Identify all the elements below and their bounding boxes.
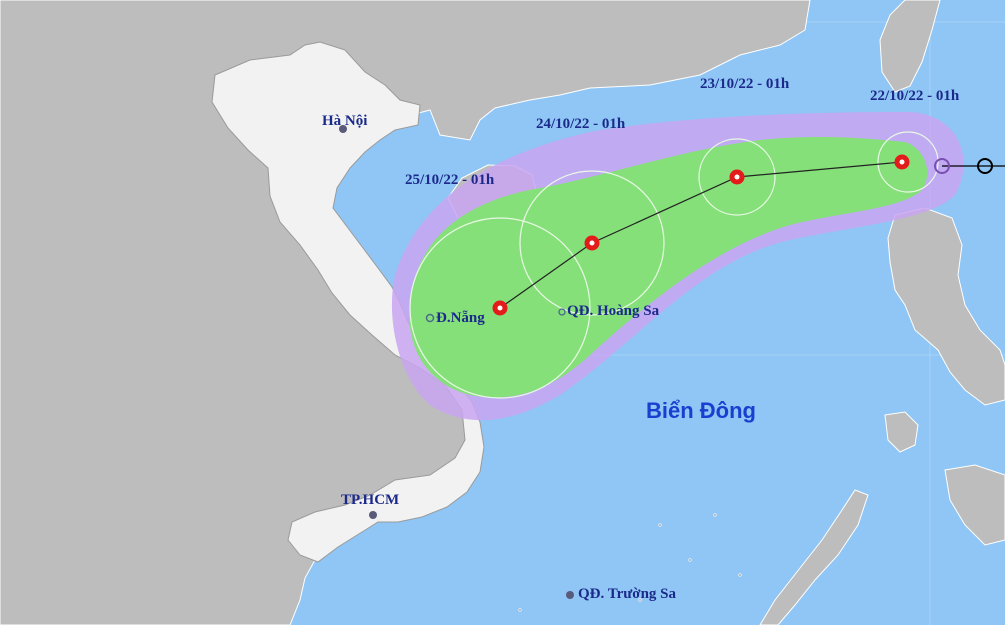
storm-center-22-10 <box>894 154 910 170</box>
hcm-marker <box>369 511 377 519</box>
danang-marker <box>425 313 435 323</box>
forecast-positions <box>492 154 910 316</box>
truongsa-marker <box>566 591 574 599</box>
forecast-track <box>499 161 903 309</box>
visayas-islands <box>944 464 1005 546</box>
hanoi-marker <box>339 125 347 133</box>
luzon-island <box>887 207 1005 406</box>
label-hoangsa: QĐ. Hoàng Sa <box>567 303 660 319</box>
storm-center-23-10 <box>729 169 745 185</box>
past-track <box>934 158 1005 174</box>
sea-name-label: Biển Đông <box>646 398 756 423</box>
time-label-25-10: 25/10/22 - 01h <box>405 172 495 188</box>
mindoro-island <box>884 411 919 453</box>
past-position-marker <box>934 158 950 174</box>
palawan-island <box>759 489 869 625</box>
label-hanoi: Hà Nội <box>322 113 368 129</box>
place-markers <box>339 125 574 599</box>
strong-wind-zone <box>409 136 928 398</box>
taiwan-island <box>879 0 941 93</box>
hoangsa-marker <box>558 308 566 316</box>
vietnam <box>211 41 485 563</box>
storm-center-24-10 <box>584 235 600 251</box>
past-position-marker <box>977 158 993 174</box>
label-truongsa: QĐ. Trường Sa <box>578 586 677 602</box>
time-label-24-10: 24/10/22 - 01h <box>536 116 626 132</box>
label-danang: Đ.Nẵng <box>436 310 485 326</box>
time-label-22-10: 22/10/22 - 01h <box>870 88 960 104</box>
time-label-23-10: 23/10/22 - 01h <box>700 76 790 92</box>
storm-center-25-10 <box>492 300 508 316</box>
forecast-radius-circles <box>409 131 939 399</box>
label-hcm: TP.HCM <box>341 492 400 508</box>
